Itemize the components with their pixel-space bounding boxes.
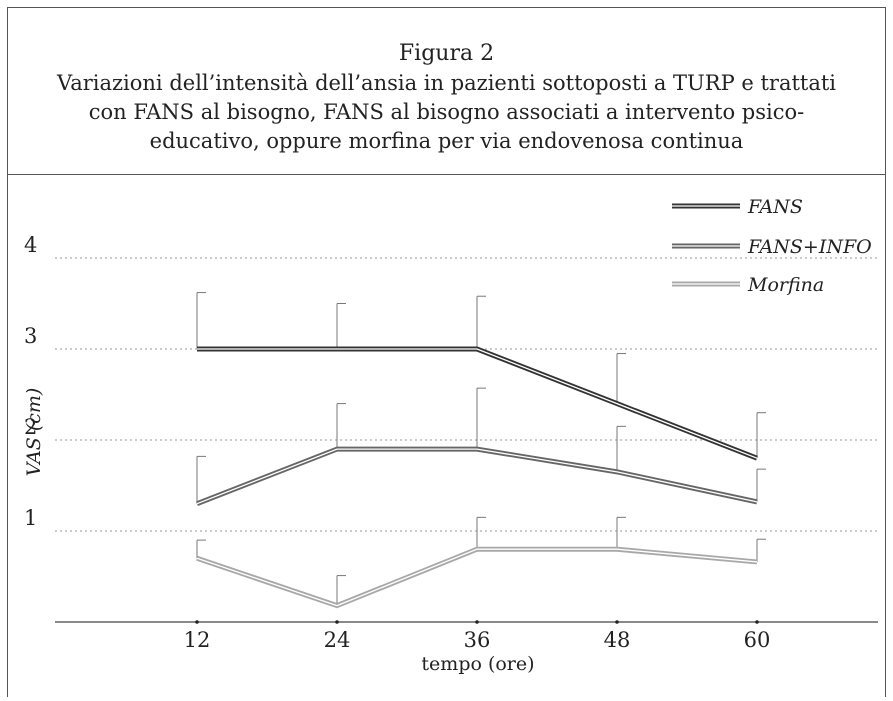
y-tick-label-4: 4 <box>24 233 37 257</box>
legend-label-morfina: Morfina <box>747 274 824 296</box>
grid-lines <box>55 257 878 532</box>
series-line-inner-fans-info <box>196 448 758 505</box>
y-tick-label-2: 2 <box>24 415 37 439</box>
y-axis-title: VAS (cm) <box>23 388 45 477</box>
legend-label-fans-info: FANS+INFO <box>747 236 872 258</box>
x-tick-mark-60 <box>755 620 759 624</box>
x-tick-label-36: 36 <box>464 628 491 652</box>
y-tick-label-1: 1 <box>24 506 37 530</box>
figure-label: Figura 2 <box>398 41 495 66</box>
series-line-inner-fans <box>197 348 758 459</box>
x-tick-label-24: 24 <box>324 628 351 652</box>
series-line-inner-morfina <box>196 548 758 607</box>
x-axis-title: tempo (ore) <box>421 653 534 675</box>
figure-caption: Variazioni dell’intensità dell’ansia in … <box>56 71 837 153</box>
x-tick-mark-12 <box>195 620 199 624</box>
series-line-fans-info <box>196 446 758 507</box>
series-line-morfina <box>196 546 758 609</box>
y-tick-labels: 1 2 3 4 <box>24 233 37 530</box>
x-tick-mark-36 <box>475 620 479 624</box>
x-tick-labels: 12 24 36 48 60 <box>184 620 771 652</box>
series-lines <box>196 346 758 609</box>
x-tick-label-60: 60 <box>744 628 771 652</box>
legend-label-fans: FANS <box>747 196 803 218</box>
x-tick-mark-48 <box>615 620 619 624</box>
figure-header: Figura 2 Variazioni dell’intensità dell’… <box>7 7 886 175</box>
figure-frame <box>7 7 886 697</box>
legend: FANS FANS+INFO Morfina <box>672 196 872 296</box>
x-tick-label-12: 12 <box>184 628 211 652</box>
y-tick-label-3: 3 <box>24 324 37 348</box>
x-tick-mark-24 <box>335 620 339 624</box>
x-tick-label-48: 48 <box>604 628 631 652</box>
error-bars <box>196 292 766 606</box>
